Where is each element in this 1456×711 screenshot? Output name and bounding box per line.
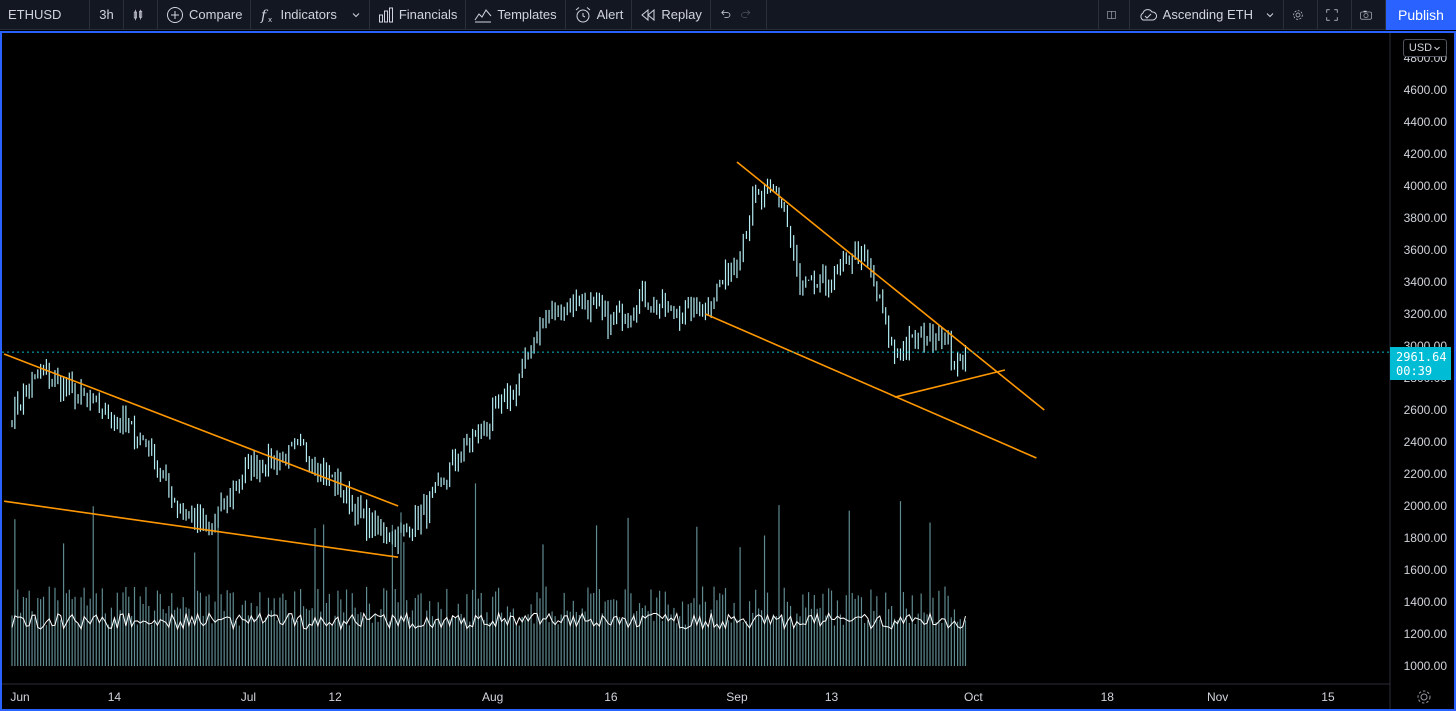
gear-icon[interactable] <box>1415 688 1433 706</box>
price-tick-label: 4000.00 <box>1404 179 1448 193</box>
templates-label: Templates <box>497 7 557 22</box>
replay-label: Replay <box>661 7 702 22</box>
chart-pane[interactable]: 5000.004800.004600.004400.004200.004000.… <box>0 31 1456 711</box>
time-tick-label: Sep <box>726 690 748 704</box>
price-tick-label: 2400.00 <box>1404 435 1448 449</box>
layout-name: Ascending ETH <box>1162 7 1253 22</box>
svg-text:x: x <box>268 16 272 23</box>
bar-countdown: 00:39 <box>1396 363 1433 378</box>
time-tick-label: 14 <box>108 690 122 704</box>
symbol-search[interactable]: ETHUSD <box>0 0 90 30</box>
financials-button[interactable]: Financials <box>370 0 467 30</box>
camera-icon <box>1360 10 1372 19</box>
save-layout-button[interactable]: Ascending ETH <box>1130 0 1284 30</box>
trendline <box>736 161 1045 411</box>
time-tick-label: Jun <box>10 690 29 704</box>
current-price-label: 2961.64 00:39 <box>1390 347 1451 380</box>
svg-text:f: f <box>260 8 269 23</box>
publish-button[interactable]: Publish <box>1386 0 1456 30</box>
time-tick-label: Jul <box>241 690 256 704</box>
price-tick-label: 3400.00 <box>1404 275 1448 289</box>
price-tick-label: 1200.00 <box>1404 627 1448 641</box>
alarm-clock-icon <box>575 6 590 22</box>
price-tick-label: 3600.00 <box>1404 243 1448 257</box>
compare-button[interactable]: Compare <box>158 0 252 30</box>
time-tick-label: Aug <box>482 690 503 704</box>
price-tick-label: 1400.00 <box>1404 595 1448 609</box>
price-tick-label: 1800.00 <box>1404 531 1448 545</box>
bar-chart-icon <box>378 7 393 22</box>
price-tick-label: 2000.00 <box>1404 499 1448 513</box>
layout-button[interactable] <box>1097 0 1130 30</box>
time-tick-label: 13 <box>825 690 839 704</box>
price-chart[interactable]: 5000.004800.004600.004400.004200.004000.… <box>2 33 1454 709</box>
fullscreen-icon <box>1326 8 1338 21</box>
replay-button[interactable]: Replay <box>632 0 711 30</box>
time-tick-label: 12 <box>328 690 342 704</box>
templates-button[interactable]: Templates <box>466 0 566 30</box>
volume-ma-line <box>11 611 966 631</box>
time-tick-label: 18 <box>1101 690 1115 704</box>
price-tick-label: 1000.00 <box>1404 659 1448 673</box>
price-tick-label: 2600.00 <box>1404 403 1448 417</box>
compare-label: Compare <box>189 7 243 22</box>
toolbar-right: Ascending ETH Publish <box>1097 0 1456 30</box>
snapshot-button[interactable] <box>1352 0 1386 30</box>
templates-icon <box>474 8 492 22</box>
price-tick-label: 4400.00 <box>1404 115 1448 129</box>
rewind-icon <box>641 8 655 21</box>
undo-icon[interactable] <box>719 8 732 22</box>
chevron-down-icon <box>1434 46 1440 51</box>
time-tick-label: 16 <box>604 690 618 704</box>
undo-redo-group <box>711 0 767 30</box>
alert-button[interactable]: Alert <box>566 0 633 30</box>
price-tick-label: 3200.00 <box>1404 307 1448 321</box>
price-tick-label: 3800.00 <box>1404 211 1448 225</box>
cloud-icon <box>1140 8 1157 20</box>
trendline <box>894 369 1006 398</box>
time-tick-label: Oct <box>964 690 983 704</box>
settings-button[interactable] <box>1284 0 1318 30</box>
trendline <box>4 500 399 558</box>
plus-circle-icon <box>167 6 183 23</box>
time-tick-label: 15 <box>1321 690 1335 704</box>
chart-type-button[interactable] <box>124 0 158 30</box>
price-tick-label: 4200.00 <box>1404 147 1448 161</box>
interval-label: 3h <box>99 7 114 22</box>
time-tick-label: Nov <box>1207 690 1228 704</box>
alert-label: Alert <box>596 7 624 22</box>
interval-button[interactable]: 3h <box>90 0 124 30</box>
trendline <box>705 313 1037 459</box>
price-tick-label: 4600.00 <box>1404 83 1448 97</box>
symbol-label: ETHUSD <box>8 7 62 22</box>
chevron-down-icon[interactable] <box>1265 10 1275 20</box>
columns-icon <box>1106 10 1116 19</box>
gear-icon <box>1293 9 1303 20</box>
candles-icon <box>133 9 143 20</box>
trendline <box>3 353 399 507</box>
redo-icon[interactable] <box>740 8 753 22</box>
chevron-down-icon[interactable] <box>351 10 361 20</box>
currency-label: USD <box>1408 42 1433 54</box>
price-tick-label: 2200.00 <box>1404 467 1448 481</box>
price-tick-label: 1600.00 <box>1404 563 1448 577</box>
indicators-label: Indicators <box>280 7 337 22</box>
currency-selector[interactable]: USD <box>1403 39 1447 57</box>
financials-label: Financials <box>398 7 458 22</box>
current-price: 2961.64 <box>1396 349 1447 364</box>
fullscreen-button[interactable] <box>1318 0 1352 30</box>
